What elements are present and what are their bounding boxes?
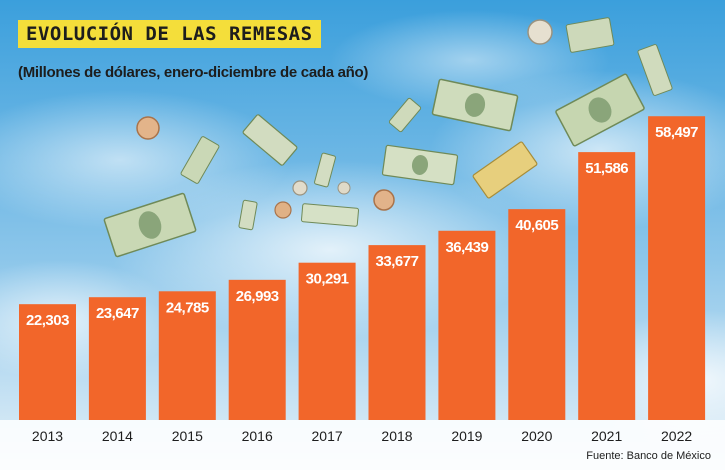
coin-icon bbox=[527, 19, 553, 45]
dollar-bill-icon bbox=[381, 144, 459, 186]
bar-2014 bbox=[88, 297, 146, 420]
dollar-bill-icon bbox=[238, 199, 258, 231]
bar-2022 bbox=[648, 116, 706, 420]
chart-title-text: EVOLUCIÓN DE LAS REMESAS bbox=[26, 23, 313, 45]
bar-value-label: 26,993 bbox=[236, 288, 279, 305]
dollar-bill-icon bbox=[242, 114, 298, 166]
dollar-bill-icon bbox=[555, 73, 645, 147]
dollar-bill-icon bbox=[314, 152, 336, 188]
coin-icon bbox=[292, 180, 308, 196]
chart-subtitle: (Millones de dólares, enero-diciembre de… bbox=[18, 64, 369, 81]
dollar-bill-icon bbox=[637, 44, 673, 96]
bar-2021 bbox=[578, 152, 636, 421]
bar-value-label: 24,785 bbox=[166, 299, 209, 316]
bar-value-label: 30,291 bbox=[306, 271, 349, 288]
bar-value-label: 36,439 bbox=[445, 239, 488, 256]
dollar-bill-icon bbox=[431, 78, 519, 132]
x-tick-label: 2022 bbox=[661, 428, 692, 444]
x-tick-label: 2014 bbox=[102, 428, 133, 444]
dollar-bill-icon bbox=[300, 203, 360, 227]
coin-icon bbox=[136, 116, 160, 140]
bar-value-label: 58,497 bbox=[655, 124, 698, 141]
x-tick-label: 2018 bbox=[381, 428, 412, 444]
coin-icon bbox=[373, 189, 395, 211]
dollar-bill-icon bbox=[388, 97, 422, 133]
x-tick-label: 2019 bbox=[451, 428, 482, 444]
bar-2018 bbox=[368, 245, 426, 420]
x-tick-label: 2015 bbox=[172, 428, 203, 444]
x-tick-label: 2016 bbox=[242, 428, 273, 444]
bar-2015 bbox=[158, 291, 216, 420]
bar-value-label: 40,605 bbox=[515, 217, 558, 234]
bar-2013 bbox=[19, 304, 76, 420]
bar-2017 bbox=[298, 262, 356, 420]
bar-2020 bbox=[508, 209, 566, 420]
bar-value-label: 33,677 bbox=[376, 253, 419, 270]
x-tick-label: 2017 bbox=[312, 428, 343, 444]
dollar-bill-icon bbox=[565, 17, 615, 53]
bar-value-label: 51,586 bbox=[585, 160, 628, 177]
x-tick-label: 2021 bbox=[591, 428, 622, 444]
dollar-bill-icon bbox=[472, 141, 538, 199]
dollar-bill-icon bbox=[103, 192, 197, 258]
x-tick-label: 2020 bbox=[521, 428, 552, 444]
bar-value-label: 23,647 bbox=[96, 305, 139, 322]
source-note: Fuente: Banco de México bbox=[586, 450, 711, 462]
dollar-bill-icon bbox=[180, 136, 220, 184]
chart-title: EVOLUCIÓN DE LAS REMESAS bbox=[18, 20, 321, 48]
bar-2016 bbox=[228, 279, 286, 420]
bar-2019 bbox=[438, 230, 496, 420]
x-tick-label: 2013 bbox=[32, 428, 63, 444]
coin-icon bbox=[274, 201, 292, 219]
bar-value-label: 22,303 bbox=[26, 312, 69, 329]
coin-icon bbox=[337, 181, 351, 195]
